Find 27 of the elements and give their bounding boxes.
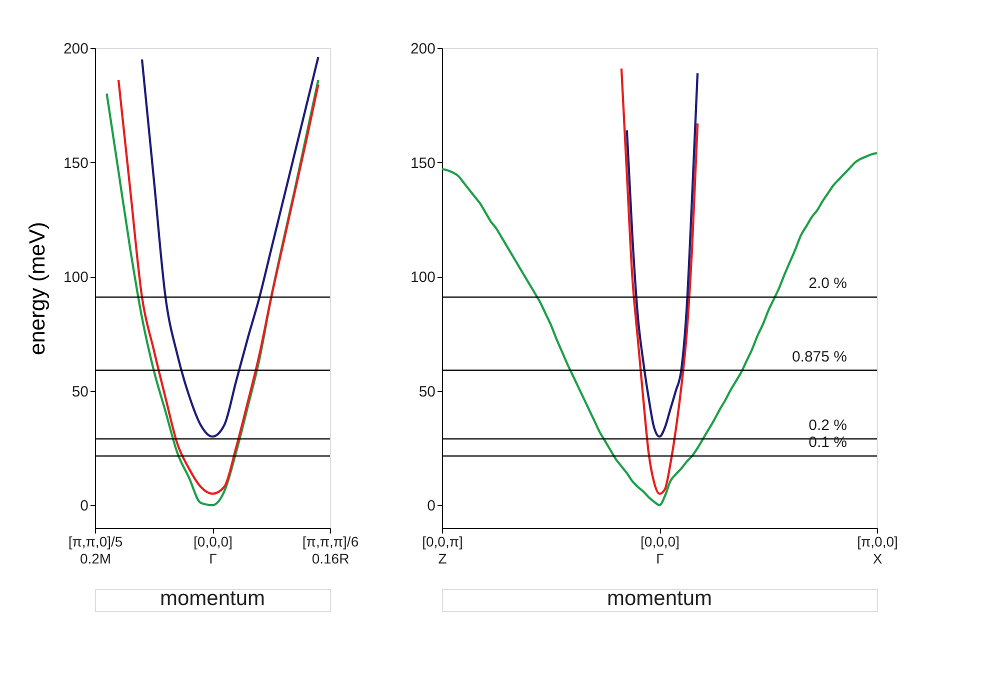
x-axis-title: momentum bbox=[160, 587, 266, 610]
x-tick-label: [0,0,π] Z bbox=[422, 534, 463, 566]
y-tick-label: 100 bbox=[63, 269, 88, 286]
x-tick-label: [π,π,π]/6 0.16R bbox=[302, 534, 359, 566]
y-tick-label: 50 bbox=[72, 383, 88, 400]
y-tick-label: 150 bbox=[410, 154, 436, 172]
annotation: 0.875 % bbox=[792, 348, 847, 366]
annotation: 0.2 % bbox=[808, 416, 847, 434]
y-tick-label: 200 bbox=[63, 40, 88, 58]
x-axis-title: momentum bbox=[606, 587, 712, 610]
line-series bbox=[140, 56, 320, 438]
annotation: 0.1 % bbox=[808, 434, 847, 451]
y-tick-label: 50 bbox=[418, 383, 436, 400]
y-tick-label: 150 bbox=[63, 154, 88, 172]
line-series bbox=[626, 72, 699, 438]
x-tick-label: [0,0,0] Γ bbox=[194, 534, 232, 566]
y-tick-label: 0 bbox=[427, 498, 436, 515]
x-tick-label: [π,0,0] X bbox=[857, 534, 898, 566]
x-tick-label: [π,π,0]/5 0.2M bbox=[68, 534, 123, 566]
line-series bbox=[620, 67, 699, 495]
y-axis-title: energy (meV) bbox=[24, 222, 50, 356]
annotation: 2.0 % bbox=[808, 275, 847, 292]
line-series bbox=[440, 152, 878, 506]
x-tick-label: [0,0,0] Γ bbox=[640, 534, 680, 566]
y-tick-label: 100 bbox=[410, 269, 436, 286]
y-tick-label: 200 bbox=[410, 40, 436, 58]
y-tick-label: 0 bbox=[80, 498, 88, 515]
